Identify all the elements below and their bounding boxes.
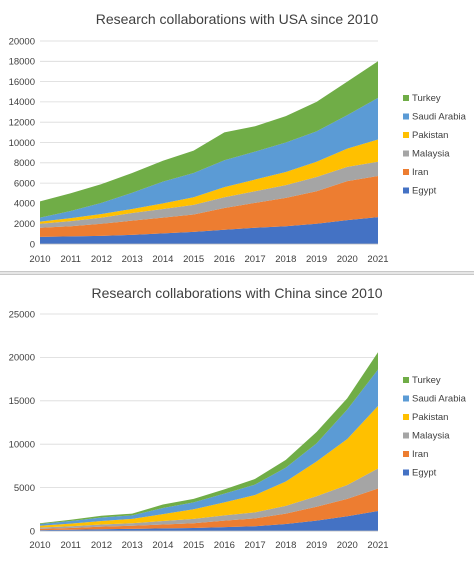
x-tick-label: 2010: [29, 540, 50, 551]
y-tick-label: 25000: [9, 309, 35, 320]
y-tick-label: 16000: [9, 77, 35, 88]
x-tick-label: 2015: [183, 254, 204, 265]
y-tick-label: 20000: [9, 36, 35, 47]
legend-label-egypt: Egypt: [412, 468, 437, 479]
legend-label-pakistan: Pakistan: [412, 412, 448, 423]
legend-label-iran: Iran: [412, 167, 428, 178]
y-tick-label: 0: [30, 526, 35, 537]
china-collaborations-chart: Research collaborations with China since…: [9, 285, 467, 551]
panel-divider: [0, 271, 474, 275]
china-chart-panel: Research collaborations with China since…: [0, 276, 474, 558]
legend-swatch-saudi-arabia: [403, 395, 409, 402]
usa-chart-panel: Research collaborations with USA since 2…: [0, 0, 474, 270]
legend-label-saudi-arabia: Saudi Arabia: [412, 394, 467, 405]
y-tick-label: 5000: [14, 483, 35, 494]
y-tick-label: 20000: [9, 353, 35, 364]
x-tick-label: 2016: [214, 254, 235, 265]
y-tick-label: 6000: [14, 178, 35, 189]
chart-title: Research collaborations with USA since 2…: [96, 11, 379, 27]
x-tick-label: 2017: [245, 540, 266, 551]
y-tick-label: 15000: [9, 396, 35, 407]
x-tick-label: 2021: [367, 540, 388, 551]
y-tick-label: 10000: [9, 440, 35, 451]
legend-swatch-pakistan: [403, 132, 409, 138]
legend-swatch-malaysia: [403, 150, 409, 157]
y-tick-label: 18000: [9, 57, 35, 68]
x-tick-label: 2021: [367, 254, 388, 265]
area-iran: [40, 488, 378, 531]
area-saudi-arabia: [40, 97, 378, 222]
y-tick-label: 8000: [14, 158, 35, 169]
legend-swatch-egypt: [403, 187, 409, 194]
legend-swatch-iran: [403, 169, 409, 175]
x-tick-label: 2017: [245, 254, 266, 265]
usa-collaborations-chart: Research collaborations with USA since 2…: [9, 11, 467, 265]
legend-swatch-saudi-arabia: [403, 113, 409, 120]
area-pakistan: [40, 406, 378, 528]
legend-swatch-malaysia: [403, 432, 409, 439]
x-tick-label: 2011: [61, 540, 81, 551]
y-tick-label: 0: [30, 239, 35, 250]
legend-label-malaysia: Malaysia: [412, 431, 450, 442]
legend-label-malaysia: Malaysia: [412, 149, 450, 160]
chart-title: Research collaborations with China since…: [91, 285, 382, 301]
stacked-areas: [40, 61, 378, 244]
x-tick-label: 2019: [306, 254, 327, 265]
legend-swatch-iran: [403, 451, 409, 457]
x-tick-label: 2014: [152, 254, 173, 265]
x-tick-label: 2020: [337, 540, 358, 551]
x-tick-label: 2018: [275, 540, 296, 551]
legend: Turkey Saudi Arabia Pakistan Malaysia Iran Eg…: [403, 93, 467, 197]
y-tick-label: 10000: [9, 138, 35, 149]
x-tick-label: 2013: [122, 540, 143, 551]
x-tick-label: 2012: [91, 540, 112, 551]
y-tick-label: 4000: [14, 199, 35, 210]
legend-label-egypt: Egypt: [412, 186, 437, 197]
stacked-areas: [40, 352, 378, 531]
legend-swatch-turkey: [403, 95, 409, 101]
x-tick-label: 2019: [306, 540, 327, 551]
legend-label-pakistan: Pakistan: [412, 130, 448, 141]
x-tick-label: 2013: [122, 254, 143, 265]
legend-label-iran: Iran: [412, 449, 428, 460]
x-tick-label: 2016: [214, 540, 235, 551]
x-tick-label: 2010: [29, 254, 50, 265]
legend-label-turkey: Turkey: [412, 93, 441, 104]
area-egypt: [40, 217, 378, 244]
legend-label-turkey: Turkey: [412, 375, 441, 386]
x-tick-label: 2012: [91, 254, 112, 265]
y-tick-label: 2000: [14, 219, 35, 230]
area-egypt: [40, 511, 378, 531]
legend-swatch-pakistan: [403, 414, 409, 420]
area-malaysia: [40, 161, 378, 228]
legend-label-saudi-arabia: Saudi Arabia: [412, 112, 467, 123]
x-tick-label: 2011: [61, 254, 81, 265]
x-tick-label: 2020: [337, 254, 358, 265]
x-tick-label: 2015: [183, 540, 204, 551]
legend: Turkey Saudi Arabia Pakistan Malaysia Iran Eg…: [403, 375, 467, 479]
area-iran: [40, 176, 378, 237]
y-tick-label: 14000: [9, 97, 35, 108]
area-turkey: [40, 61, 378, 218]
legend-swatch-egypt: [403, 469, 409, 476]
area-malaysia: [40, 468, 378, 529]
y-tick-label: 12000: [9, 118, 35, 129]
legend-swatch-turkey: [403, 377, 409, 383]
x-tick-label: 2014: [152, 540, 173, 551]
area-turkey: [40, 352, 378, 525]
x-tick-label: 2018: [275, 254, 296, 265]
